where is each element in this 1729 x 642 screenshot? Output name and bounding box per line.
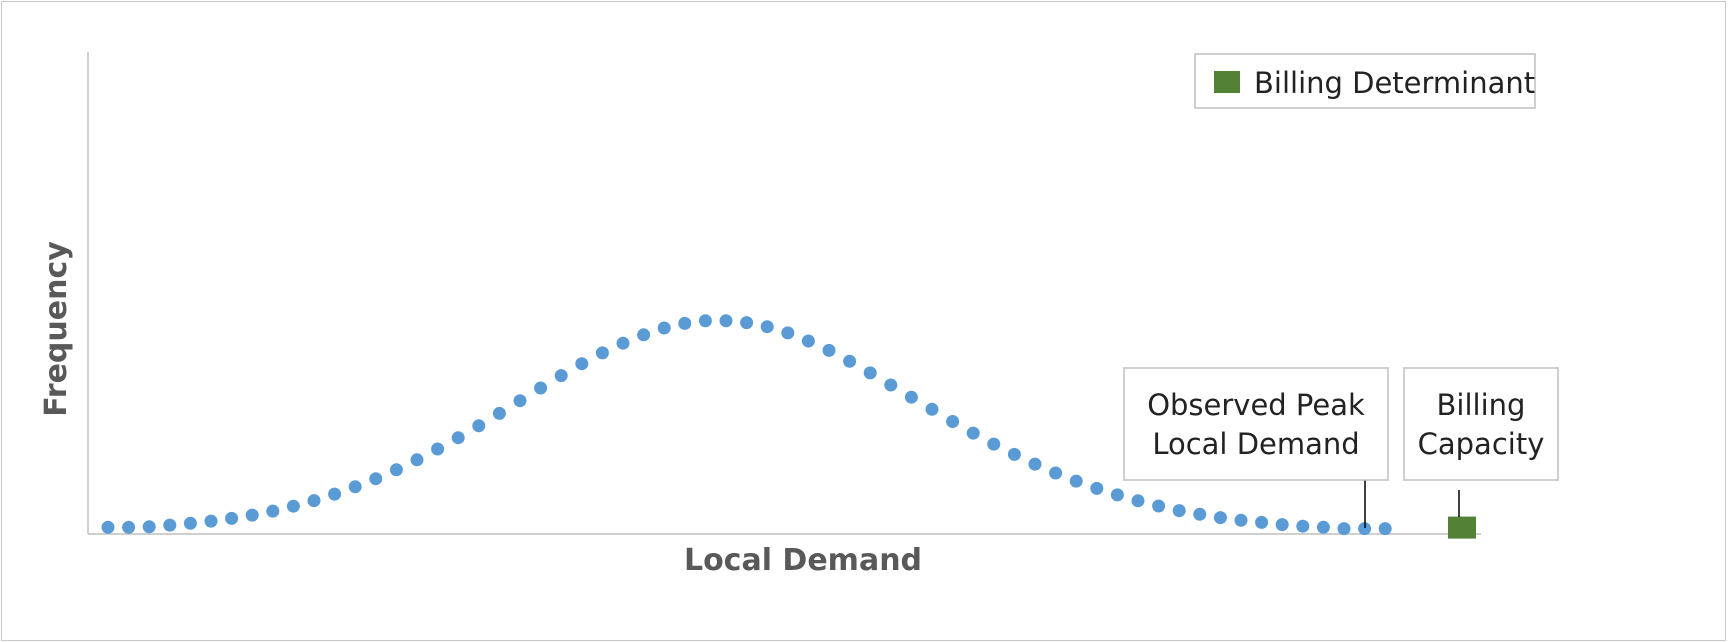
frequency-point [946, 415, 960, 428]
legend-label-billing-determinant: Billing Determinant [1254, 66, 1535, 100]
frequency-point [1049, 466, 1063, 480]
frequency-point [534, 381, 548, 395]
frequency-point [245, 508, 259, 522]
frequency-point [616, 336, 630, 350]
frequency-point [719, 314, 733, 328]
frequency-point [1069, 474, 1083, 488]
callout-observed-peak-line-2: Local Demand [1152, 427, 1359, 461]
frequency-point [183, 516, 197, 530]
frequency-point [966, 426, 980, 440]
frequency-point [472, 419, 486, 433]
frequency-point [575, 357, 589, 371]
frequency-point [451, 431, 465, 445]
frequency-point [328, 487, 342, 501]
frequency-point [1255, 515, 1269, 529]
x-axis-title: Local Demand [684, 543, 922, 578]
frequency-point [1296, 519, 1310, 533]
frequency-point [492, 406, 506, 420]
callout-billing-capacity: Billing Capacity [1403, 367, 1559, 517]
frequency-point [1275, 518, 1289, 532]
frequency-point [822, 343, 836, 357]
frequency-point [1234, 513, 1248, 527]
frequency-point [389, 463, 403, 477]
frequency-point [410, 453, 424, 467]
y-axis-title: Frequency [39, 241, 74, 417]
frequency-point [595, 346, 609, 360]
frequency-point [637, 328, 651, 342]
billing-determinant-point [1448, 516, 1476, 539]
frequency-point [843, 354, 857, 368]
frequency-point [1110, 488, 1124, 502]
frequency-point [904, 390, 918, 404]
frequency-point [204, 514, 218, 528]
frequency-point [286, 499, 300, 513]
frequency-point [1337, 522, 1351, 536]
frequency-point [348, 480, 362, 494]
callout-observed-peak-line-1: Observed Peak [1147, 388, 1365, 422]
frequency-point [1007, 447, 1021, 461]
frequency-point [431, 442, 445, 456]
legend: Billing Determinant [1194, 53, 1536, 109]
frequency-point [1131, 494, 1145, 508]
frequency-point [225, 511, 239, 525]
callout-billing-capacity-box [1403, 367, 1559, 481]
callout-billing-capacity-line-2: Capacity [1418, 427, 1545, 461]
frequency-point [1090, 481, 1104, 495]
callout-billing-capacity-line-1: Billing [1437, 388, 1526, 422]
frequency-point [760, 320, 774, 334]
frequency-point [678, 316, 692, 330]
frequency-point [1028, 457, 1042, 471]
frequency-point [163, 518, 177, 532]
frequency-point [884, 378, 898, 392]
frequency-point [863, 366, 877, 380]
frequency-point [1358, 522, 1372, 536]
frequency-point [554, 369, 568, 383]
frequency-point [1152, 499, 1166, 513]
frequency-point [122, 520, 136, 534]
frequency-point [698, 314, 712, 328]
frequency-point [987, 437, 1001, 451]
frequency-point [1378, 522, 1392, 536]
frequency-point [1213, 511, 1227, 525]
frequency-point [781, 326, 795, 340]
frequency-point [657, 321, 671, 335]
series-layer [101, 314, 1476, 539]
frequency-point [1316, 520, 1330, 534]
frequency-point [801, 334, 815, 348]
frequency-point [1172, 504, 1186, 518]
frequency-point [513, 394, 527, 408]
frequency-point [101, 520, 115, 534]
frequency-point [1193, 507, 1207, 521]
frequency-point [142, 520, 156, 534]
frequency-point [307, 494, 321, 508]
frequency-point [369, 472, 383, 486]
frequency-point [266, 504, 280, 518]
frequency-point [925, 402, 939, 416]
callout-observed-peak: Observed Peak Local Demand [1123, 367, 1389, 528]
callout-observed-peak-box [1123, 367, 1389, 481]
legend-swatch-billing-determinant [1214, 71, 1240, 93]
legend-box [1194, 53, 1536, 109]
frequency-point [740, 316, 754, 330]
